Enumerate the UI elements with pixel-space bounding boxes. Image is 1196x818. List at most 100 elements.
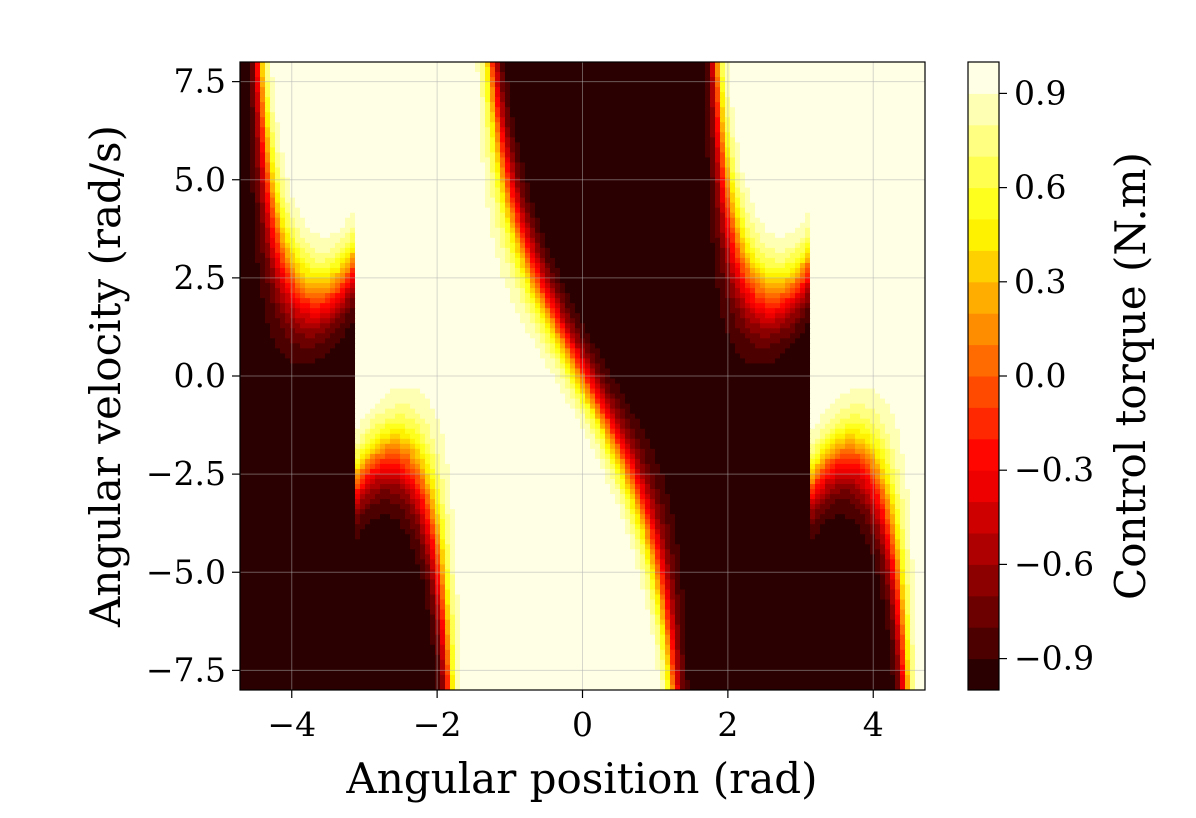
- contour-cell: [365, 127, 371, 133]
- contour-cell: [915, 232, 921, 239]
- contour-cell: [250, 237, 256, 244]
- contour-cell: [530, 97, 536, 103]
- contour-cell: [750, 122, 756, 128]
- contour-cell: [550, 177, 556, 184]
- contour-cell: [840, 112, 846, 118]
- contour-cell: [260, 122, 266, 128]
- contour-cell: [320, 107, 326, 113]
- contour-cell: [255, 72, 261, 78]
- contour-cell: [620, 102, 626, 108]
- contour-cell: [510, 107, 516, 113]
- contour-cell: [395, 132, 401, 138]
- contour-cell: [430, 92, 436, 98]
- contour-cell: [680, 172, 686, 179]
- contour-cell: [780, 212, 786, 219]
- contour-cell: [530, 167, 536, 174]
- contour-cell: [500, 117, 506, 123]
- contour-cell: [495, 182, 501, 189]
- contour-cell: [670, 72, 676, 78]
- contour-cell: [345, 142, 351, 148]
- contour-cell: [635, 212, 641, 219]
- contour-cell: [295, 172, 301, 179]
- contour-cell: [510, 157, 516, 164]
- contour-cell: [325, 212, 331, 219]
- contour-cell: [560, 202, 566, 209]
- contour-cell: [660, 192, 666, 199]
- contour-cell: [700, 227, 706, 234]
- contour-cell: [265, 187, 271, 194]
- contour-cell: [875, 152, 881, 159]
- contour-cell: [655, 102, 661, 108]
- contour-cell: [705, 102, 711, 108]
- contour-cell: [265, 102, 271, 108]
- contour-cell: [490, 137, 496, 143]
- contour-cell: [305, 67, 311, 73]
- contour-cell: [690, 112, 696, 118]
- contour-cell: [840, 237, 846, 244]
- contour-cell: [840, 182, 846, 189]
- contour-cell: [310, 122, 316, 128]
- contour-cell: [885, 222, 891, 229]
- contour-cell: [345, 87, 351, 93]
- contour-cell: [345, 157, 351, 164]
- contour-cell: [805, 167, 811, 174]
- contour-cell: [625, 217, 631, 224]
- contour-cell: [895, 177, 901, 184]
- contour-cell: [265, 217, 271, 224]
- contour-cell: [455, 237, 461, 244]
- contour-cell: [480, 212, 486, 219]
- contour-cell: [645, 142, 651, 148]
- contour-cell: [860, 142, 866, 148]
- contour-cell: [300, 67, 306, 73]
- contour-cell: [515, 82, 521, 88]
- contour-cell: [440, 127, 446, 133]
- contour-cell: [740, 207, 746, 214]
- contour-cell: [875, 122, 881, 128]
- contour-cell: [510, 77, 516, 83]
- contour-cell: [695, 217, 701, 224]
- contour-cell: [670, 82, 676, 88]
- contour-cell: [785, 147, 791, 154]
- contour-cell: [595, 217, 601, 224]
- contour-cell: [860, 92, 866, 98]
- contour-cell: [505, 107, 511, 113]
- contour-cell: [450, 112, 456, 118]
- contour-cell: [490, 122, 496, 128]
- contour-cell: [470, 232, 476, 239]
- contour-cell: [440, 142, 446, 148]
- contour-cell: [550, 227, 556, 234]
- contour-cell: [405, 102, 411, 108]
- contour-cell: [645, 172, 651, 179]
- contour-cell: [550, 102, 556, 108]
- contour-cell: [620, 62, 626, 68]
- contour-cell: [485, 192, 491, 199]
- contour-cell: [360, 162, 366, 169]
- contour-cell: [505, 202, 511, 209]
- contour-cell: [510, 227, 516, 234]
- contour-cell: [895, 162, 901, 169]
- contour-cell: [555, 172, 561, 179]
- contour-cell: [335, 82, 341, 88]
- contour-cell: [415, 192, 421, 199]
- contour-cell: [855, 197, 861, 204]
- contour-cell: [680, 92, 686, 98]
- contour-cell: [915, 197, 921, 204]
- contour-cell: [465, 122, 471, 128]
- contour-cell: [845, 147, 851, 154]
- contour-cell: [520, 117, 526, 123]
- contour-cell: [815, 237, 821, 244]
- contour-cell: [525, 142, 531, 148]
- contour-cell: [745, 182, 751, 189]
- contour-cell: [485, 197, 491, 204]
- contour-cell: [575, 67, 581, 73]
- contour-cell: [915, 137, 921, 143]
- contour-cell: [505, 177, 511, 184]
- contour-cell: [670, 232, 676, 239]
- contour-cell: [555, 212, 561, 219]
- contour-cell: [630, 232, 636, 239]
- contour-cell: [615, 147, 621, 154]
- contour-cell: [470, 117, 476, 123]
- contour-cell: [420, 152, 426, 159]
- contour-cell: [855, 137, 861, 143]
- contour-cell: [520, 182, 526, 189]
